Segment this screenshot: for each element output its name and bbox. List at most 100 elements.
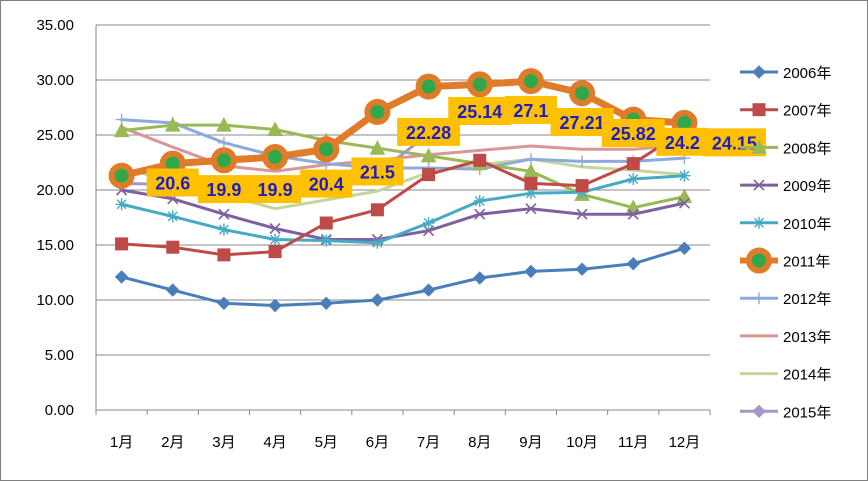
series-2012年-marker [524, 153, 537, 166]
series-2008年-marker [369, 140, 386, 155]
legend-label: 2012年 [783, 291, 831, 308]
series-2009年-line [120, 188, 686, 241]
legend-2010年-marker [753, 216, 765, 229]
data-label-bg [504, 95, 557, 124]
data-label: 19.9 [206, 180, 241, 200]
series-2011年-marker [364, 98, 391, 125]
x-tick-label: 8月 [468, 434, 491, 451]
series-2010年-marker [473, 195, 486, 207]
x-tick-label: 3月 [212, 434, 235, 451]
series-2011年-marker [415, 73, 442, 100]
y-tick-label: 35.00 [36, 17, 74, 34]
legend-2007年-marker [752, 103, 766, 117]
data-label: 21.5 [360, 163, 395, 183]
legend-label: 2007年 [783, 103, 831, 120]
series-2009年-marker [218, 208, 230, 220]
series-2008年-marker [216, 117, 232, 132]
series-2006年-marker [473, 271, 487, 285]
data-label: 24.2 [665, 133, 700, 153]
series-2006年-marker [268, 298, 282, 313]
x-tick-label: 1月 [110, 434, 133, 451]
series-2011年-marker [466, 71, 493, 98]
series-2011年-marker [262, 144, 289, 170]
series-2007年-marker [473, 153, 487, 167]
series-2011年-marker [517, 68, 544, 95]
series-2010年-marker [678, 169, 691, 182]
y-tick-label: 15.00 [36, 237, 74, 254]
data-label-bg [656, 127, 709, 156]
x-tick-label: 9月 [519, 434, 542, 451]
y-tick-label: 20.00 [36, 182, 74, 199]
data-label: 27.1 [513, 101, 548, 121]
data-label-bg [146, 168, 199, 197]
x-tick-label: 6月 [366, 434, 389, 451]
series-2007年-marker [524, 176, 538, 190]
series-2011年-marker [108, 162, 135, 189]
series-2010年-marker [115, 198, 128, 211]
series-2010年-marker [371, 236, 384, 249]
x-tick-label: 5月 [315, 434, 338, 451]
series-2012年-marker [576, 155, 589, 168]
y-tick-label: 5.00 [45, 347, 74, 364]
data-label: 24.15 [712, 133, 757, 153]
series-2008年-marker [420, 147, 437, 163]
x-tick-label: 12月 [669, 434, 701, 451]
series-2009年-marker [627, 208, 639, 220]
data-label: 27.21 [560, 113, 605, 133]
series-2006年-marker [626, 256, 640, 271]
x-tick-label: 10月 [566, 434, 598, 451]
x-tick-label: 2月 [161, 434, 184, 451]
series-2009年-marker [269, 222, 281, 235]
legend-2015年-marker [752, 404, 766, 419]
legend-label: 2008年 [783, 140, 831, 157]
series-2006年-line [120, 246, 686, 307]
series-2006年-marker [319, 296, 333, 311]
series-2006年-marker [575, 262, 589, 276]
x-tick-label: 11月 [618, 434, 649, 451]
series-2008年-marker [113, 122, 130, 138]
series-2006年-marker [217, 296, 231, 311]
legend-label: 2015年 [783, 404, 831, 421]
series-2009年-marker [678, 197, 690, 209]
series-2009年-marker [576, 208, 588, 220]
legend-label: 2013年 [783, 329, 831, 346]
series-2007年-marker [422, 168, 436, 182]
data-label: 22.28 [406, 123, 451, 143]
series-2009年-marker [525, 203, 537, 215]
legend-label: 2014年 [783, 367, 831, 384]
series-2007年-marker [626, 157, 640, 171]
data-label-bg [448, 97, 512, 125]
data-label: 20.4 [309, 175, 344, 195]
data-label: 19.9 [258, 180, 293, 200]
legend-2012年-marker [753, 292, 765, 305]
series-2010年-marker [269, 233, 282, 246]
series-2007年-marker [115, 237, 129, 251]
x-tick-label: 7月 [417, 434, 440, 451]
series-2007年-marker [217, 248, 231, 262]
series-2006年-marker [166, 283, 180, 297]
legend-2008年-marker [751, 139, 767, 154]
series-2011年-marker [313, 136, 340, 163]
series-2006年-marker [114, 270, 129, 284]
series-2007年-marker [370, 203, 384, 217]
y-tick-label: 25.00 [36, 127, 74, 144]
data-label-bg [601, 119, 665, 147]
series-2012年-marker [217, 136, 230, 149]
y-tick-label: 10.00 [36, 292, 74, 309]
series-2010年-marker [627, 173, 640, 185]
data-label: 20.6 [155, 174, 190, 194]
series-2007年-line [120, 129, 686, 257]
data-label: 25.14 [457, 102, 502, 122]
series-2010年-marker [576, 186, 589, 199]
series-2010年-line [120, 174, 686, 245]
series-2007年-marker [319, 216, 333, 230]
legend-2009年-marker [753, 179, 765, 191]
data-label-bg [197, 175, 250, 204]
data-label-bg [351, 157, 404, 186]
y-tick-label: 30.00 [36, 72, 74, 89]
series-2006年-marker [370, 293, 385, 307]
series-2008年-marker [676, 188, 693, 204]
series-2011年-marker [210, 147, 237, 174]
data-label-bg [300, 169, 353, 198]
series-2010年-marker [422, 217, 435, 229]
